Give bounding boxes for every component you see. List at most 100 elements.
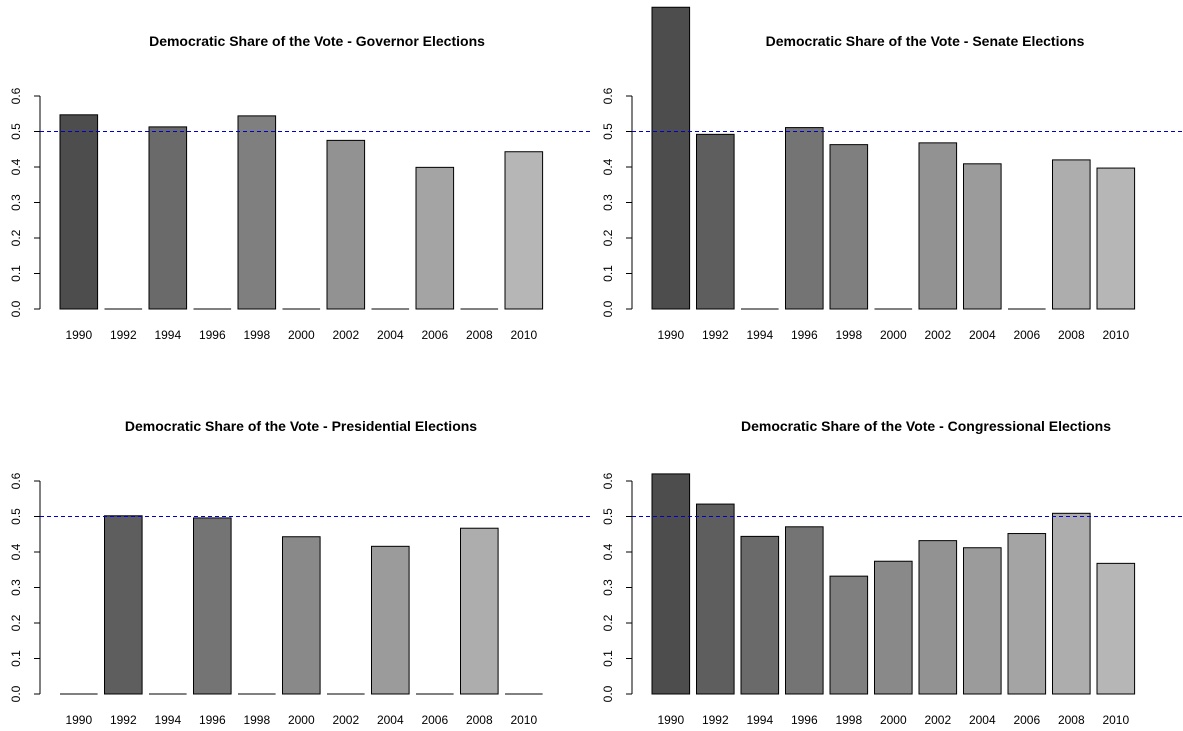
- bar: [696, 503, 735, 695]
- bar: [148, 126, 188, 310]
- x-tick-label: 2000: [288, 713, 315, 727]
- bar: [326, 139, 366, 310]
- y-tick-label: 0.3: [601, 579, 615, 596]
- bar: [829, 144, 869, 310]
- x-tick-label: 1998: [835, 713, 862, 727]
- chart-title: Democratic Share of the Vote - Governor …: [149, 33, 485, 49]
- bar: [282, 536, 321, 695]
- y-tick-label: 0.6: [9, 87, 23, 104]
- y-tick-label: 0.4: [9, 158, 23, 175]
- x-tick-label: 1996: [199, 328, 226, 342]
- bar: [651, 473, 691, 695]
- y-tick-label: 0.2: [601, 229, 615, 246]
- chart-panel-3: Democratic Share of the Vote - Congressi…: [601, 418, 1183, 727]
- y-tick-label: 0.1: [9, 265, 23, 282]
- x-tick-label: 1990: [657, 328, 684, 342]
- y-tick-label: 0.5: [601, 508, 615, 525]
- y-tick-label: 0.3: [9, 194, 23, 211]
- y-tick-label: 0.4: [9, 543, 23, 560]
- x-tick-label: 2010: [510, 328, 537, 342]
- bar: [1052, 159, 1091, 310]
- x-tick-label: 1994: [746, 328, 773, 342]
- x-tick-label: 1994: [154, 328, 181, 342]
- y-tick-label: 0.2: [601, 614, 615, 631]
- y-tick-label: 0.5: [601, 123, 615, 140]
- x-tick-label: 2000: [880, 713, 907, 727]
- x-tick-label: 2010: [510, 713, 537, 727]
- x-tick-label: 1996: [199, 713, 226, 727]
- x-tick-label: 2006: [421, 328, 448, 342]
- x-tick-label: 1992: [110, 328, 137, 342]
- bar: [1096, 562, 1136, 695]
- x-tick-label: 2000: [880, 328, 907, 342]
- bar: [918, 540, 958, 695]
- bar: [963, 163, 1002, 310]
- bar: [415, 166, 455, 310]
- x-tick-label: 1990: [657, 713, 684, 727]
- y-tick-label: 0.0: [601, 300, 615, 317]
- x-tick-label: 1998: [243, 713, 270, 727]
- bar: [696, 133, 735, 310]
- bar: [963, 547, 1002, 695]
- y-tick-label: 0.6: [601, 472, 615, 489]
- bar: [460, 527, 499, 695]
- x-tick-label: 1994: [154, 713, 181, 727]
- x-tick-label: 2004: [969, 713, 996, 727]
- x-tick-label: 2000: [288, 328, 315, 342]
- y-tick-label: 0.4: [601, 158, 615, 175]
- x-tick-label: 2010: [1102, 713, 1129, 727]
- y-tick-label: 0.2: [9, 614, 23, 631]
- bar: [1007, 533, 1047, 695]
- x-tick-label: 1992: [702, 713, 729, 727]
- x-tick-label: 2002: [924, 713, 951, 727]
- x-tick-label: 2008: [466, 328, 493, 342]
- bar: [651, 6, 691, 310]
- bar: [785, 127, 824, 310]
- y-tick-label: 0.4: [601, 543, 615, 560]
- y-tick-label: 0.5: [9, 508, 23, 525]
- x-tick-label: 1990: [65, 328, 92, 342]
- x-tick-label: 1996: [791, 328, 818, 342]
- chart-panel-0: Democratic Share of the Vote - Governor …: [9, 33, 592, 342]
- x-tick-label: 2006: [1013, 328, 1040, 342]
- y-tick-label: 0.0: [601, 685, 615, 702]
- x-tick-label: 2008: [1058, 713, 1085, 727]
- bar: [785, 526, 824, 695]
- x-tick-label: 1992: [702, 328, 729, 342]
- bar: [59, 114, 99, 310]
- bar: [193, 517, 232, 695]
- bar: [504, 151, 544, 310]
- bar: [740, 535, 780, 695]
- bar: [1052, 512, 1091, 695]
- bar: [371, 545, 410, 695]
- y-tick-label: 0.6: [601, 87, 615, 104]
- x-tick-label: 2008: [466, 713, 493, 727]
- chart-title: Democratic Share of the Vote - Senate El…: [766, 33, 1085, 49]
- x-tick-label: 2006: [421, 713, 448, 727]
- bar: [918, 142, 958, 310]
- bar: [1096, 167, 1136, 310]
- x-tick-label: 2002: [332, 328, 359, 342]
- x-tick-label: 2002: [332, 713, 359, 727]
- x-tick-label: 2002: [924, 328, 951, 342]
- x-tick-label: 2004: [377, 713, 404, 727]
- x-tick-label: 1992: [110, 713, 137, 727]
- bar: [104, 515, 143, 695]
- y-tick-label: 0.1: [601, 650, 615, 667]
- y-tick-label: 0.5: [9, 123, 23, 140]
- x-tick-label: 2004: [377, 328, 404, 342]
- x-tick-label: 2010: [1102, 328, 1129, 342]
- y-tick-label: 0.2: [9, 229, 23, 246]
- bar: [237, 115, 277, 310]
- y-tick-label: 0.3: [9, 579, 23, 596]
- bar: [874, 560, 913, 695]
- x-tick-label: 1996: [791, 713, 818, 727]
- chart-panel-2: Democratic Share of the Vote - President…: [9, 418, 592, 727]
- x-tick-label: 1998: [243, 328, 270, 342]
- bar: [829, 575, 869, 695]
- y-tick-label: 0.3: [601, 194, 615, 211]
- y-tick-label: 0.1: [9, 650, 23, 667]
- x-tick-label: 2004: [969, 328, 996, 342]
